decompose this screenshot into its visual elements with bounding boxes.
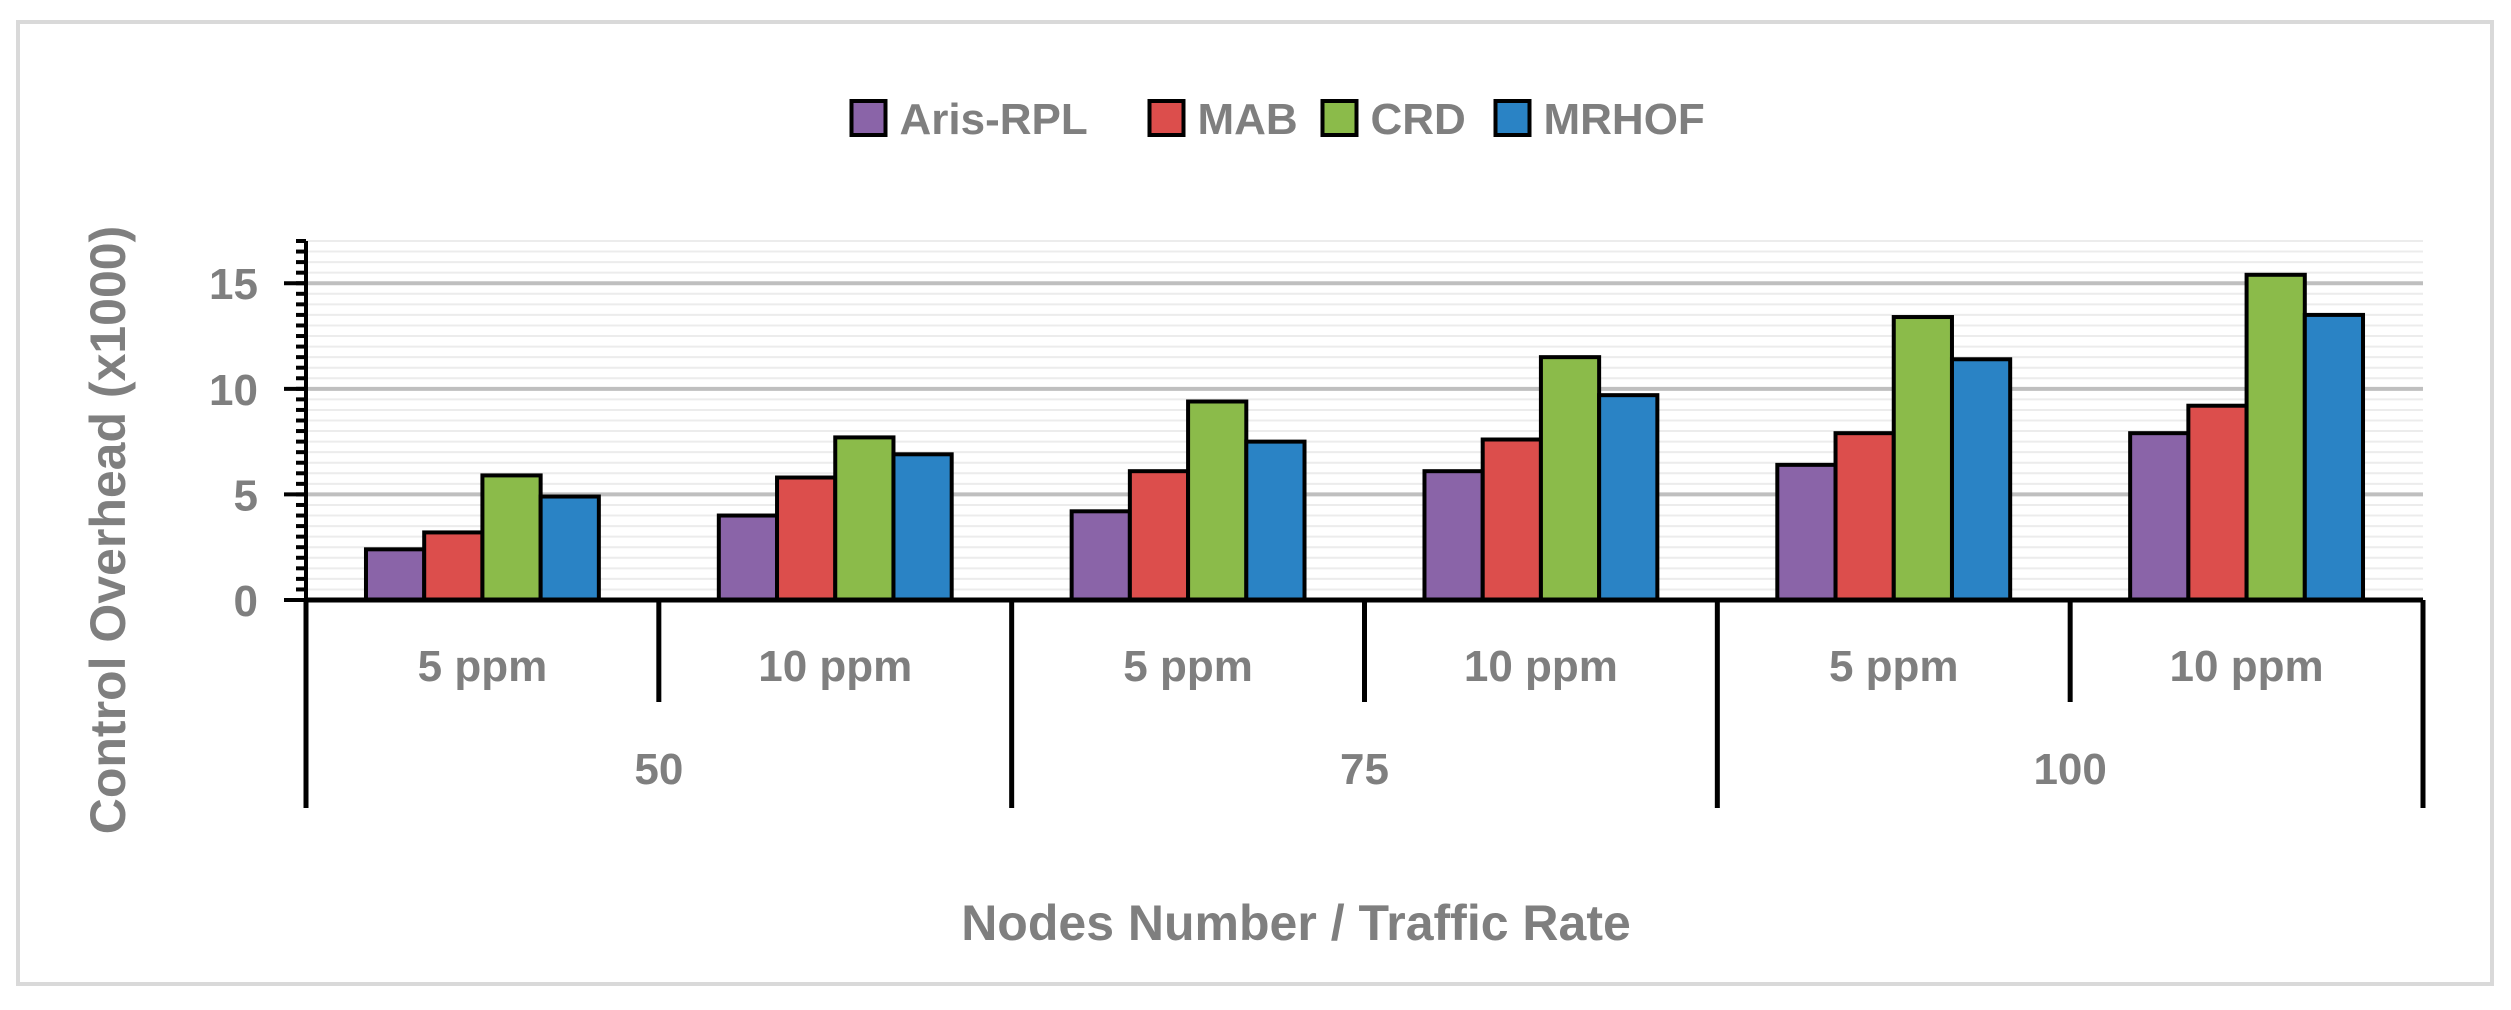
x-category-label: 5 ppm bbox=[1829, 642, 1959, 691]
axes: 0 5 10 15 5 ppm 10 ppm 5 ppm 10 ppm 5 ppm 10 ppm 5… bbox=[209, 239, 2426, 808]
x-group-label: 75 bbox=[1340, 745, 1389, 794]
bar-crd bbox=[1186, 399, 1249, 602]
bar-mrhof bbox=[891, 452, 954, 602]
bar-crd bbox=[2244, 272, 2307, 602]
bar-mab bbox=[422, 530, 485, 602]
bar-aris-rpl bbox=[1775, 462, 1838, 602]
legend-label: CRD bbox=[1371, 95, 1466, 144]
bar-mrhof bbox=[538, 494, 601, 602]
legend-label: MRHOF bbox=[1544, 95, 1705, 144]
legend-label: MAB bbox=[1198, 95, 1298, 144]
bar-mab bbox=[2186, 403, 2249, 602]
x-category-label: 10 ppm bbox=[758, 642, 912, 691]
bar-crd bbox=[833, 435, 896, 602]
y-tick-label: 5 bbox=[234, 471, 258, 520]
bar-mab bbox=[775, 475, 838, 602]
legend: Aris-RPL MAB CRD MRHOF bbox=[849, 95, 1705, 144]
bar-aris-rpl bbox=[1422, 469, 1485, 602]
legend-label: Aris-RPL bbox=[900, 95, 1088, 144]
x-axis-label: Nodes Number / Traffic Rate bbox=[961, 895, 1631, 951]
x-group-label: 50 bbox=[634, 745, 683, 794]
bar-mab bbox=[1127, 469, 1191, 602]
x-category-label: 10 ppm bbox=[2170, 642, 2324, 691]
bar-aris-rpl bbox=[1069, 509, 1132, 602]
bar-mrhof bbox=[1244, 439, 1307, 602]
legend-item: Aris-RPL bbox=[849, 95, 1088, 144]
bar-mrhof bbox=[1949, 357, 2013, 602]
legend-swatch bbox=[849, 99, 888, 137]
bar-aris-rpl bbox=[2128, 431, 2191, 602]
y-tick-label: 0 bbox=[234, 577, 258, 626]
legend-item: MRHOF bbox=[1493, 95, 1705, 144]
y-tick-label: 10 bbox=[209, 366, 258, 415]
x-category-label: 5 ppm bbox=[1123, 642, 1253, 691]
bar-crd bbox=[1538, 355, 1602, 602]
bar-aris-rpl bbox=[716, 513, 780, 603]
legend-item: MAB bbox=[1147, 95, 1298, 144]
y-tick-label: 15 bbox=[209, 260, 258, 309]
x-group-label: 100 bbox=[2033, 745, 2106, 794]
legend-swatch bbox=[1147, 99, 1186, 137]
x-category-label: 10 ppm bbox=[1464, 642, 1618, 691]
gridlines bbox=[306, 240, 2423, 591]
legend-swatch bbox=[1320, 99, 1359, 137]
bar-crd bbox=[1891, 315, 1954, 602]
x-category-label: 5 ppm bbox=[418, 642, 548, 691]
legend-swatch bbox=[1493, 99, 1532, 137]
bar-aris-rpl bbox=[363, 547, 427, 602]
bar-mab bbox=[1480, 437, 1543, 602]
y-axis-label: Control Overhead (x1000) bbox=[80, 226, 136, 835]
bar-mrhof bbox=[1597, 393, 1660, 602]
bar-crd bbox=[480, 473, 543, 602]
legend-item: CRD bbox=[1320, 95, 1466, 144]
bar-mrhof bbox=[2302, 312, 2366, 602]
bar-mab bbox=[1833, 431, 1896, 602]
